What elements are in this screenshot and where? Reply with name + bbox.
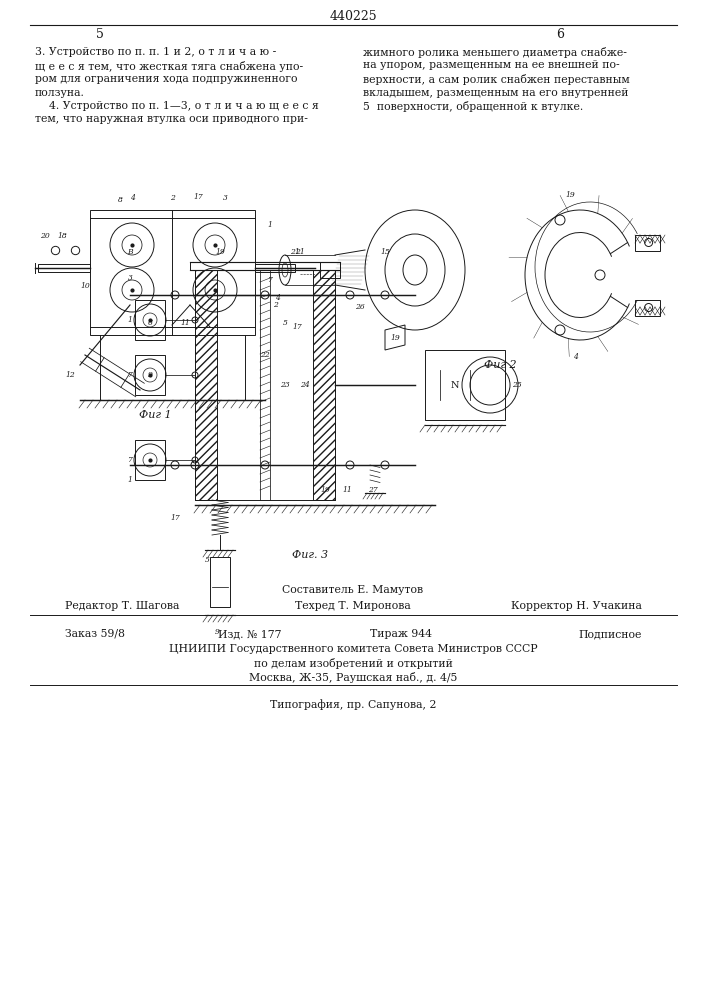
Text: B: B xyxy=(127,248,133,256)
Bar xyxy=(210,557,230,607)
Text: тем, что наружная втулка оси приводного при-: тем, что наружная втулка оси приводного … xyxy=(35,114,308,124)
Text: 21: 21 xyxy=(290,248,300,256)
Text: 21: 21 xyxy=(295,248,305,256)
Text: Фиг. 3: Фиг. 3 xyxy=(292,550,328,560)
Text: Москва, Ж-35, Раушская наб., д. 4/5: Москва, Ж-35, Раушская наб., д. 4/5 xyxy=(249,672,457,683)
Text: 27: 27 xyxy=(368,486,378,494)
Bar xyxy=(38,263,90,271)
Text: ползуна.: ползуна. xyxy=(35,88,85,98)
Text: щ е е с я тем, что жесткая тяга снабжена упо-: щ е е с я тем, что жесткая тяга снабжена… xyxy=(35,60,303,72)
Text: 19: 19 xyxy=(320,486,330,494)
Text: Типография, пр. Сапунова, 2: Типография, пр. Сапунова, 2 xyxy=(270,699,436,710)
Text: Корректор Н. Учакина: Корректор Н. Учакина xyxy=(511,601,642,611)
Text: 7: 7 xyxy=(127,456,132,464)
Text: Техред Т. Миронова: Техред Т. Миронова xyxy=(295,601,411,611)
Bar xyxy=(425,350,505,420)
Text: Фиг 2: Фиг 2 xyxy=(484,360,516,370)
Text: верхности, а сам ролик снабжен переставным: верхности, а сам ролик снабжен переставн… xyxy=(363,74,630,85)
Text: Подписное: Подписное xyxy=(578,629,642,639)
Text: 17: 17 xyxy=(193,193,203,201)
Text: Тираж 944: Тираж 944 xyxy=(370,629,432,639)
Text: 4: 4 xyxy=(573,353,578,361)
Bar xyxy=(135,300,165,340)
Text: ром для ограничения хода подпружиненного: ром для ограничения хода подпружиненного xyxy=(35,74,298,84)
Text: 11: 11 xyxy=(180,319,190,327)
Text: Редактор Т. Шагова: Редактор Т. Шагова xyxy=(65,601,180,611)
Text: 1: 1 xyxy=(127,316,132,324)
Text: 3: 3 xyxy=(223,194,228,202)
Text: 440225: 440225 xyxy=(329,10,377,23)
Text: 22: 22 xyxy=(260,351,270,359)
Text: 2: 2 xyxy=(170,194,175,202)
Text: жимного ролика меньшего диаметра снабже-: жимного ролика меньшего диаметра снабже- xyxy=(363,47,627,58)
Text: 7: 7 xyxy=(127,371,132,379)
Bar xyxy=(195,270,217,500)
Text: 15: 15 xyxy=(380,248,390,256)
Text: по делам изобретений и открытий: по делам изобретений и открытий xyxy=(254,658,452,669)
Text: 5: 5 xyxy=(96,27,104,40)
Text: 5: 5 xyxy=(283,319,288,327)
Text: 9: 9 xyxy=(148,371,153,379)
Text: Изд. № 177: Изд. № 177 xyxy=(218,629,281,639)
Text: 6: 6 xyxy=(556,27,564,40)
Text: 5: 5 xyxy=(204,556,209,564)
Text: 3. Устройство по п. п. 1 и 2, о т л и ч а ю -: 3. Устройство по п. п. 1 и 2, о т л и ч … xyxy=(35,47,276,57)
Text: 20: 20 xyxy=(40,232,50,239)
Text: ЦНИИПИ Государственного комитета Совета Министров СССР: ЦНИИПИ Государственного комитета Совета … xyxy=(169,644,537,654)
Text: N: N xyxy=(451,380,460,389)
Text: 19: 19 xyxy=(390,334,400,342)
Text: 3: 3 xyxy=(127,274,132,282)
Text: 17: 17 xyxy=(292,323,302,331)
Text: 18: 18 xyxy=(57,232,67,239)
Text: 11: 11 xyxy=(342,486,352,494)
Text: 4. Устройство по п. 1—3, о т л и ч а ю щ е е с я: 4. Устройство по п. 1—3, о т л и ч а ю щ… xyxy=(35,101,319,111)
Bar xyxy=(635,234,660,250)
Text: вкладышем, размещенным на его внутренней: вкладышем, размещенным на его внутренней xyxy=(363,88,629,98)
Text: 8: 8 xyxy=(117,196,122,204)
Bar xyxy=(135,440,165,480)
Text: 2: 2 xyxy=(273,301,277,309)
Text: Фиг 1: Фиг 1 xyxy=(139,410,171,420)
Text: 4: 4 xyxy=(274,294,279,302)
Bar xyxy=(195,270,335,500)
Text: 19: 19 xyxy=(565,191,575,199)
Text: 23: 23 xyxy=(280,381,290,389)
Text: 17: 17 xyxy=(170,514,180,522)
Text: 10: 10 xyxy=(80,282,90,290)
Text: Составитель Е. Мамутов: Составитель Е. Мамутов xyxy=(282,585,423,595)
Text: 9: 9 xyxy=(214,628,219,636)
Text: 7: 7 xyxy=(267,276,272,284)
Bar xyxy=(635,300,660,316)
Text: 1: 1 xyxy=(127,476,132,484)
Text: 12: 12 xyxy=(65,371,75,379)
Text: 24: 24 xyxy=(300,381,310,389)
Bar xyxy=(255,263,295,271)
Text: на упором, размещенным на ее внешней по-: на упором, размещенным на ее внешней по- xyxy=(363,60,619,70)
Bar xyxy=(135,355,165,395)
Text: 25: 25 xyxy=(512,381,522,389)
Text: 5  поверхности, обращенной к втулке.: 5 поверхности, обращенной к втулке. xyxy=(363,101,583,112)
Text: 1: 1 xyxy=(267,221,272,229)
Bar xyxy=(313,270,335,500)
Text: 6: 6 xyxy=(148,319,153,327)
Text: Заказ 59/8: Заказ 59/8 xyxy=(65,629,125,639)
Text: 19: 19 xyxy=(215,248,225,256)
Bar xyxy=(90,210,255,335)
Text: 26: 26 xyxy=(355,303,365,311)
Text: 4: 4 xyxy=(129,194,134,202)
Bar xyxy=(320,262,340,278)
